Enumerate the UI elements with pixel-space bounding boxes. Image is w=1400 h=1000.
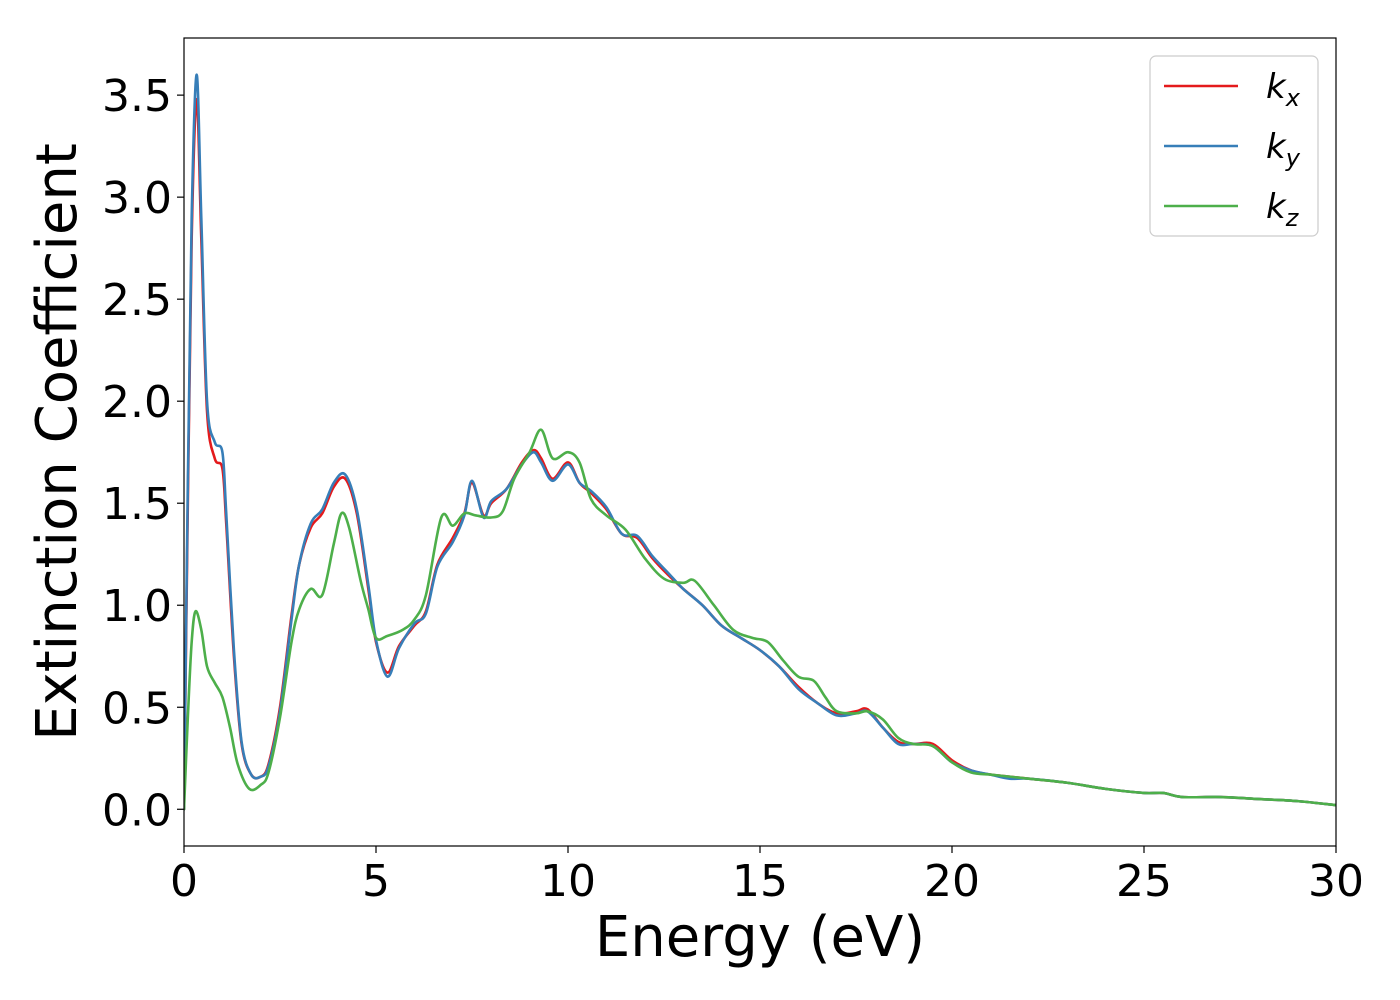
legend: kx ky kz (1149, 55, 1319, 237)
x-tick-label: 5 (362, 856, 390, 907)
series-line-kz (184, 428, 1336, 811)
x-tick-label: 10 (540, 856, 596, 907)
x-tick-label: 30 (1308, 856, 1364, 907)
y-tick-label: 0.5 (102, 683, 172, 734)
x-axis-label: Energy (eV) (595, 905, 925, 970)
x-tick-label: 15 (732, 856, 788, 907)
y-tick-label: 1.5 (102, 479, 172, 530)
y-axis-label: Extinction Coefficient (25, 143, 90, 741)
legend-label-kz: kz (1266, 187, 1300, 232)
y-tick-label: 1.0 (102, 581, 172, 632)
series-layer (184, 73, 1336, 811)
y-tick-label: 2.0 (102, 377, 172, 428)
y-tick-label: 0.0 (102, 785, 172, 836)
x-axis-ticks: 0 5 10 15 20 25 30 (170, 846, 1364, 907)
x-tick-label: 25 (1116, 856, 1172, 907)
y-axis-ticks: 0.0 0.5 1.0 1.5 2.0 2.5 3.0 3.5 (102, 71, 184, 836)
plot-background (184, 38, 1336, 846)
x-tick-label: 0 (170, 856, 198, 907)
legend-label-kx: kx (1266, 67, 1301, 112)
x-tick-label: 20 (924, 856, 980, 907)
y-tick-label: 3.5 (102, 71, 172, 122)
legend-label-ky: ky (1266, 127, 1301, 172)
y-tick-label: 3.0 (102, 173, 172, 224)
y-tick-label: 2.5 (102, 275, 172, 326)
